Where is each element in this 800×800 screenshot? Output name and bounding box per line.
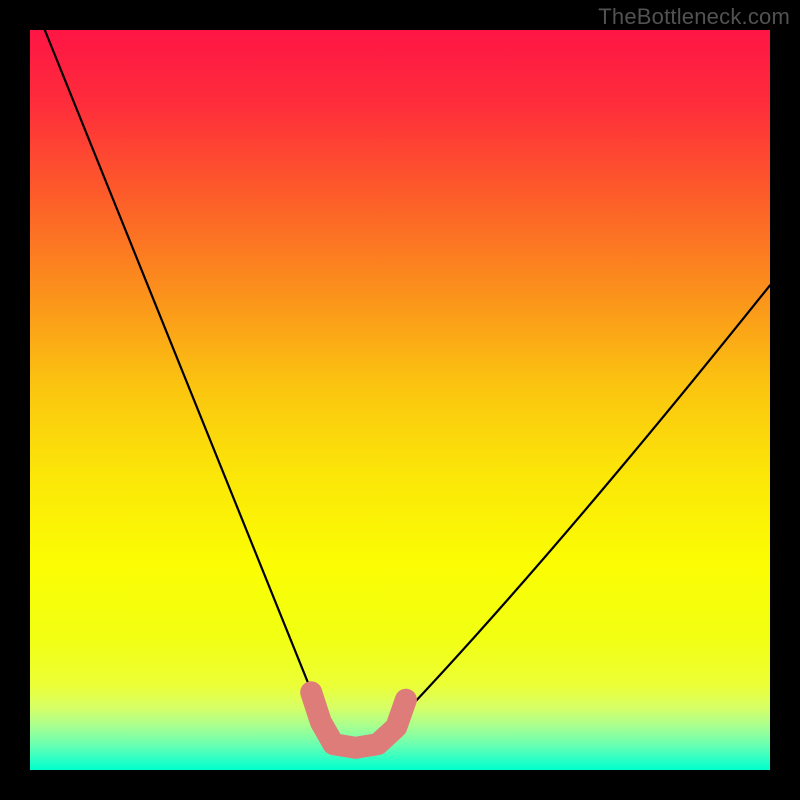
- chart-stage: TheBottleneck.com: [0, 0, 800, 800]
- bottleneck-chart: [0, 0, 800, 800]
- watermark-text: TheBottleneck.com: [598, 4, 790, 30]
- gradient-plot-area: [30, 30, 770, 770]
